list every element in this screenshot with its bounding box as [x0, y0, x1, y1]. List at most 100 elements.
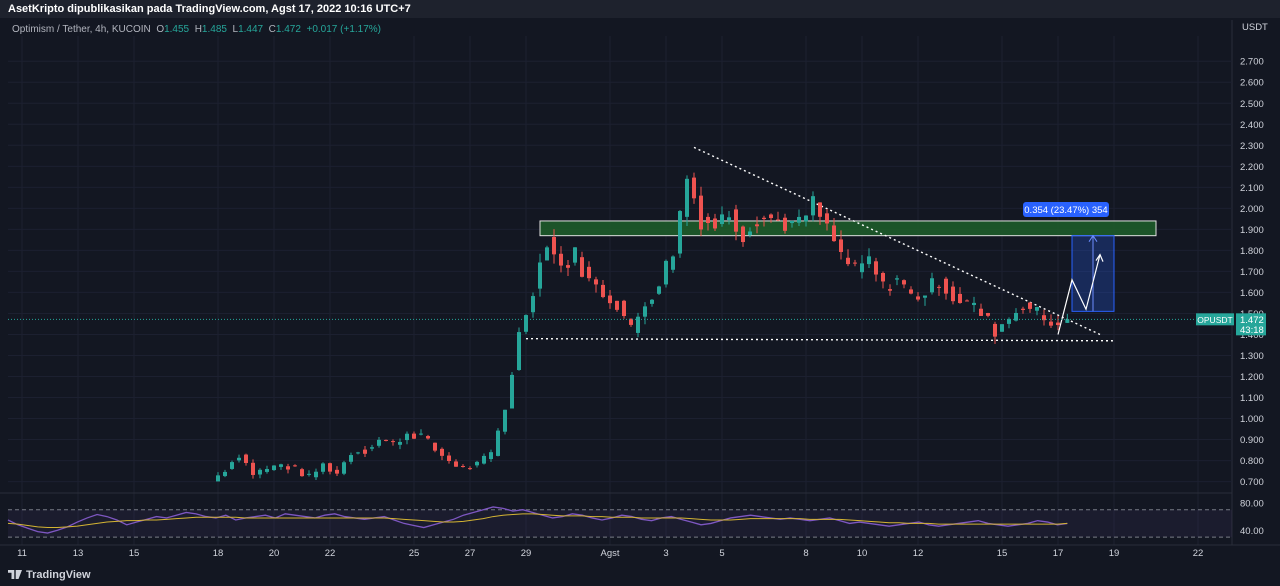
- candle-body-59: [629, 318, 633, 325]
- candle-body-26: [398, 441, 402, 445]
- candle-body-95: [881, 272, 885, 282]
- candle-body-83: [797, 216, 801, 223]
- candle-body-36: [468, 468, 472, 470]
- x-tick-label: 22: [1193, 548, 1204, 559]
- price-badge: 1.472: [1240, 315, 1264, 326]
- candle-body-119: [1049, 321, 1053, 326]
- candle-body-106: [958, 293, 962, 303]
- candle-body-13: [307, 473, 311, 475]
- candle-body-63: [657, 286, 661, 294]
- candle-body-73: [727, 217, 731, 221]
- candle-body-108: [972, 302, 976, 306]
- price-chart[interactable]: USDT 2.700 2.600 2.500 2.400 2.300 2.200 2.100 2…: [0, 0, 1280, 566]
- candle-body-68: [692, 177, 696, 199]
- candle-body-96: [888, 289, 892, 291]
- candle-body-51: [573, 247, 577, 263]
- x-tick-label: 27: [465, 548, 476, 559]
- candle-body-64: [664, 260, 668, 285]
- y-tick-label: 2.000: [1240, 204, 1264, 215]
- candle-body-7: [265, 468, 269, 472]
- candle-body-37: [475, 461, 479, 466]
- candle-body-113: [1007, 319, 1011, 324]
- candle-body-85: [811, 196, 815, 216]
- candle-body-5: [251, 462, 255, 475]
- candle-body-32: [440, 448, 444, 456]
- y-tick-label: 1.700: [1240, 267, 1264, 278]
- change-value: +0.017 (+1.17%): [306, 24, 382, 35]
- candle-body-66: [678, 211, 682, 254]
- candle-body-81: [783, 217, 787, 231]
- candle-body-61: [643, 306, 647, 317]
- y-tick-label: 1.300: [1240, 351, 1264, 362]
- candle-body-88: [832, 225, 836, 242]
- measure-label: 0.354 (23.47%) 354: [1024, 205, 1107, 216]
- y-tick-label: 1.200: [1240, 372, 1264, 383]
- candle-body-8: [272, 465, 276, 471]
- candle-body-67: [685, 178, 689, 217]
- y-tick-label: 1.100: [1240, 393, 1264, 404]
- candle-body-10: [286, 466, 290, 470]
- close-value: 1.472: [275, 24, 301, 35]
- candle-body-112: [1000, 324, 1004, 332]
- candle-body-77: [755, 224, 759, 227]
- candle-body-46: [538, 262, 542, 289]
- open-label: O: [156, 24, 165, 35]
- candle-body-16: [328, 463, 332, 472]
- candle-body-75: [741, 226, 745, 243]
- x-tick-label: 13: [73, 548, 84, 559]
- close-label: C: [268, 24, 276, 35]
- candle-body-115: [1021, 308, 1025, 310]
- y-tick-label: 1.000: [1240, 414, 1264, 425]
- y-tick-label: 2.600: [1240, 78, 1264, 89]
- candle-body-19: [349, 455, 353, 462]
- x-tick-label: 20: [269, 548, 280, 559]
- y-tick-label: 2.700: [1240, 57, 1264, 68]
- candle-body-52: [580, 257, 584, 277]
- candle-body-33: [447, 455, 451, 462]
- candle-body-53: [587, 266, 591, 279]
- candle-body-100: [916, 296, 920, 300]
- candle-body-60: [636, 316, 640, 333]
- candle-body-31: [433, 442, 437, 451]
- candle-body-80: [776, 219, 780, 221]
- candle-body-102: [930, 278, 934, 293]
- x-tick-label: 17: [1053, 548, 1064, 559]
- y-tick-label: 1.900: [1240, 225, 1264, 236]
- candle-body-11: [293, 465, 297, 467]
- y-tick-label: 2.400: [1240, 120, 1264, 131]
- candle-body-105: [951, 286, 955, 302]
- candle-body-57: [615, 300, 619, 310]
- y-tick-label: 1.400: [1240, 330, 1264, 341]
- candle-body-21: [363, 449, 367, 454]
- candle-body-49: [559, 253, 563, 266]
- measure-label-bg: [1023, 201, 1109, 217]
- candle-body-109: [979, 308, 983, 316]
- candle-body-107: [965, 300, 969, 302]
- candle-body-114: [1014, 312, 1018, 321]
- candle-body-91: [853, 262, 857, 264]
- candle-body-6: [258, 469, 262, 475]
- candle-body-104: [944, 278, 948, 294]
- measure-arrow-head: [1088, 234, 1098, 242]
- candle-body-69: [699, 195, 703, 230]
- candle-body-20: [356, 452, 360, 454]
- resistance-zone: [539, 220, 1157, 237]
- x-tick-label: 11: [17, 548, 27, 559]
- candle-body-24: [384, 439, 388, 441]
- candle-body-0: [216, 475, 220, 482]
- candle-body-3: [237, 457, 241, 461]
- x-tick-label: 15: [997, 548, 1008, 559]
- candle-body-22: [370, 447, 374, 449]
- candle-body-45: [531, 296, 535, 313]
- candle-body-110: [986, 313, 990, 316]
- candle-body-30: [426, 436, 430, 439]
- candle-body-76: [748, 231, 752, 236]
- candle-body-25: [391, 441, 395, 443]
- y-tick-label: 1.600: [1240, 288, 1264, 299]
- symbol-info: Optimism / Tether, 4h, KUCOIN O1.455 H1.…: [12, 24, 381, 35]
- candle-body-48: [552, 236, 556, 255]
- candle-body-74: [734, 209, 738, 232]
- candle-body-78: [762, 217, 766, 220]
- candle-body-97: [895, 278, 899, 280]
- low-label: L: [232, 24, 239, 35]
